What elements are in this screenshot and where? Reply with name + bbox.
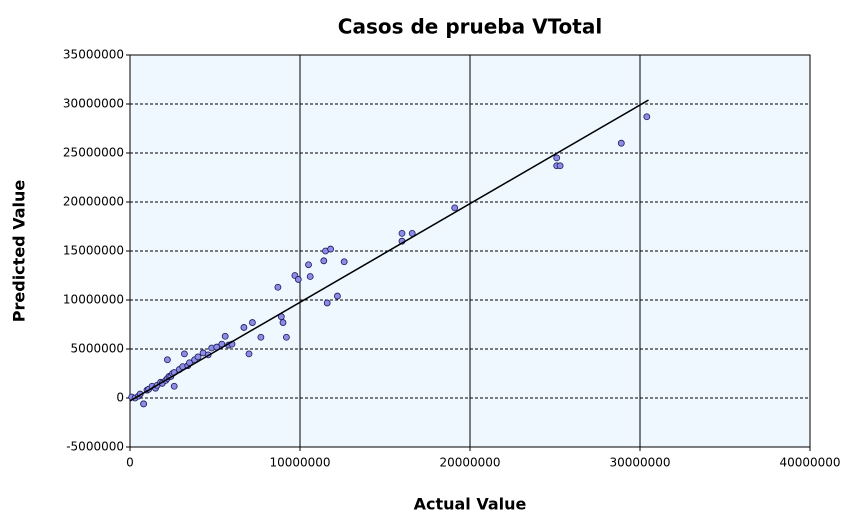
y-tick-label: 0 (116, 391, 124, 405)
x-tick-label: 0 (126, 456, 134, 470)
x-tick-label: 30000000 (609, 456, 670, 470)
y-tick-label: 20000000 (63, 195, 124, 209)
data-point (282, 333, 290, 341)
data-point (163, 356, 171, 364)
data-point (221, 332, 229, 340)
data-point (320, 257, 328, 265)
y-axis-title: Predicted Value (10, 180, 29, 323)
data-point (170, 382, 178, 390)
data-point (279, 319, 287, 326)
data-point (257, 333, 265, 341)
data-point (305, 261, 312, 269)
data-point (340, 258, 348, 266)
data-point (248, 319, 256, 326)
data-point (556, 162, 564, 170)
data-point (194, 353, 202, 361)
data-point (333, 292, 341, 300)
data-point (245, 350, 253, 358)
y-tick-label: 30000000 (63, 97, 124, 111)
y-tick-label: 35000000 (63, 48, 124, 62)
data-point (306, 273, 314, 280)
x-tick-label: 10000000 (269, 456, 330, 470)
plot-border (129, 54, 811, 448)
y-tick-label: 5000000 (71, 342, 124, 356)
y-tick-label: 25000000 (63, 146, 124, 160)
y-tick-label: -5000000 (66, 440, 124, 454)
data-point (323, 299, 331, 307)
data-point (240, 324, 248, 331)
data-point (643, 113, 651, 121)
data-point (398, 229, 406, 237)
data-point (180, 350, 188, 358)
y-tick-label: 15000000 (63, 244, 124, 258)
y-tick-label: 10000000 (63, 293, 124, 307)
x-axis-title: Actual Value (414, 495, 527, 514)
chart-title: Casos de prueba VTotal (338, 15, 602, 39)
data-point (553, 154, 561, 162)
data-point (327, 245, 335, 253)
data-point (140, 400, 148, 408)
data-point (294, 276, 302, 283)
data-point (617, 139, 625, 147)
data-point (451, 204, 459, 212)
x-tick-label: 20000000 (439, 456, 500, 470)
data-point (274, 283, 282, 291)
fit-line (129, 99, 649, 402)
x-tick-label: 40000000 (779, 456, 840, 470)
